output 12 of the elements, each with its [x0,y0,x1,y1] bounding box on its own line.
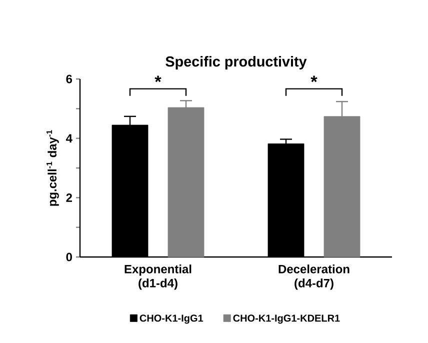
y-tick-label: 2 [66,193,72,202]
x-tick-label: Exponential (d1-d4) [124,264,192,290]
y-tick-label: 6 [66,74,72,84]
x-tick-label: Deceleration (d4-d7) [278,264,350,290]
legend-label: CHO-K1-IgG1 [140,314,204,324]
annotation: * [154,76,162,82]
y-tick-label: 0 [66,252,72,262]
chart-title: Specific productivity [166,56,307,70]
y-tick-label: 4 [66,134,72,142]
annotation: * [310,76,318,82]
y-axis-title: pg.cell$^{-1}$ day$^{-1}$ [46,130,59,206]
legend-label: CHO-K1-IgG1-KDELR1 [233,314,340,324]
